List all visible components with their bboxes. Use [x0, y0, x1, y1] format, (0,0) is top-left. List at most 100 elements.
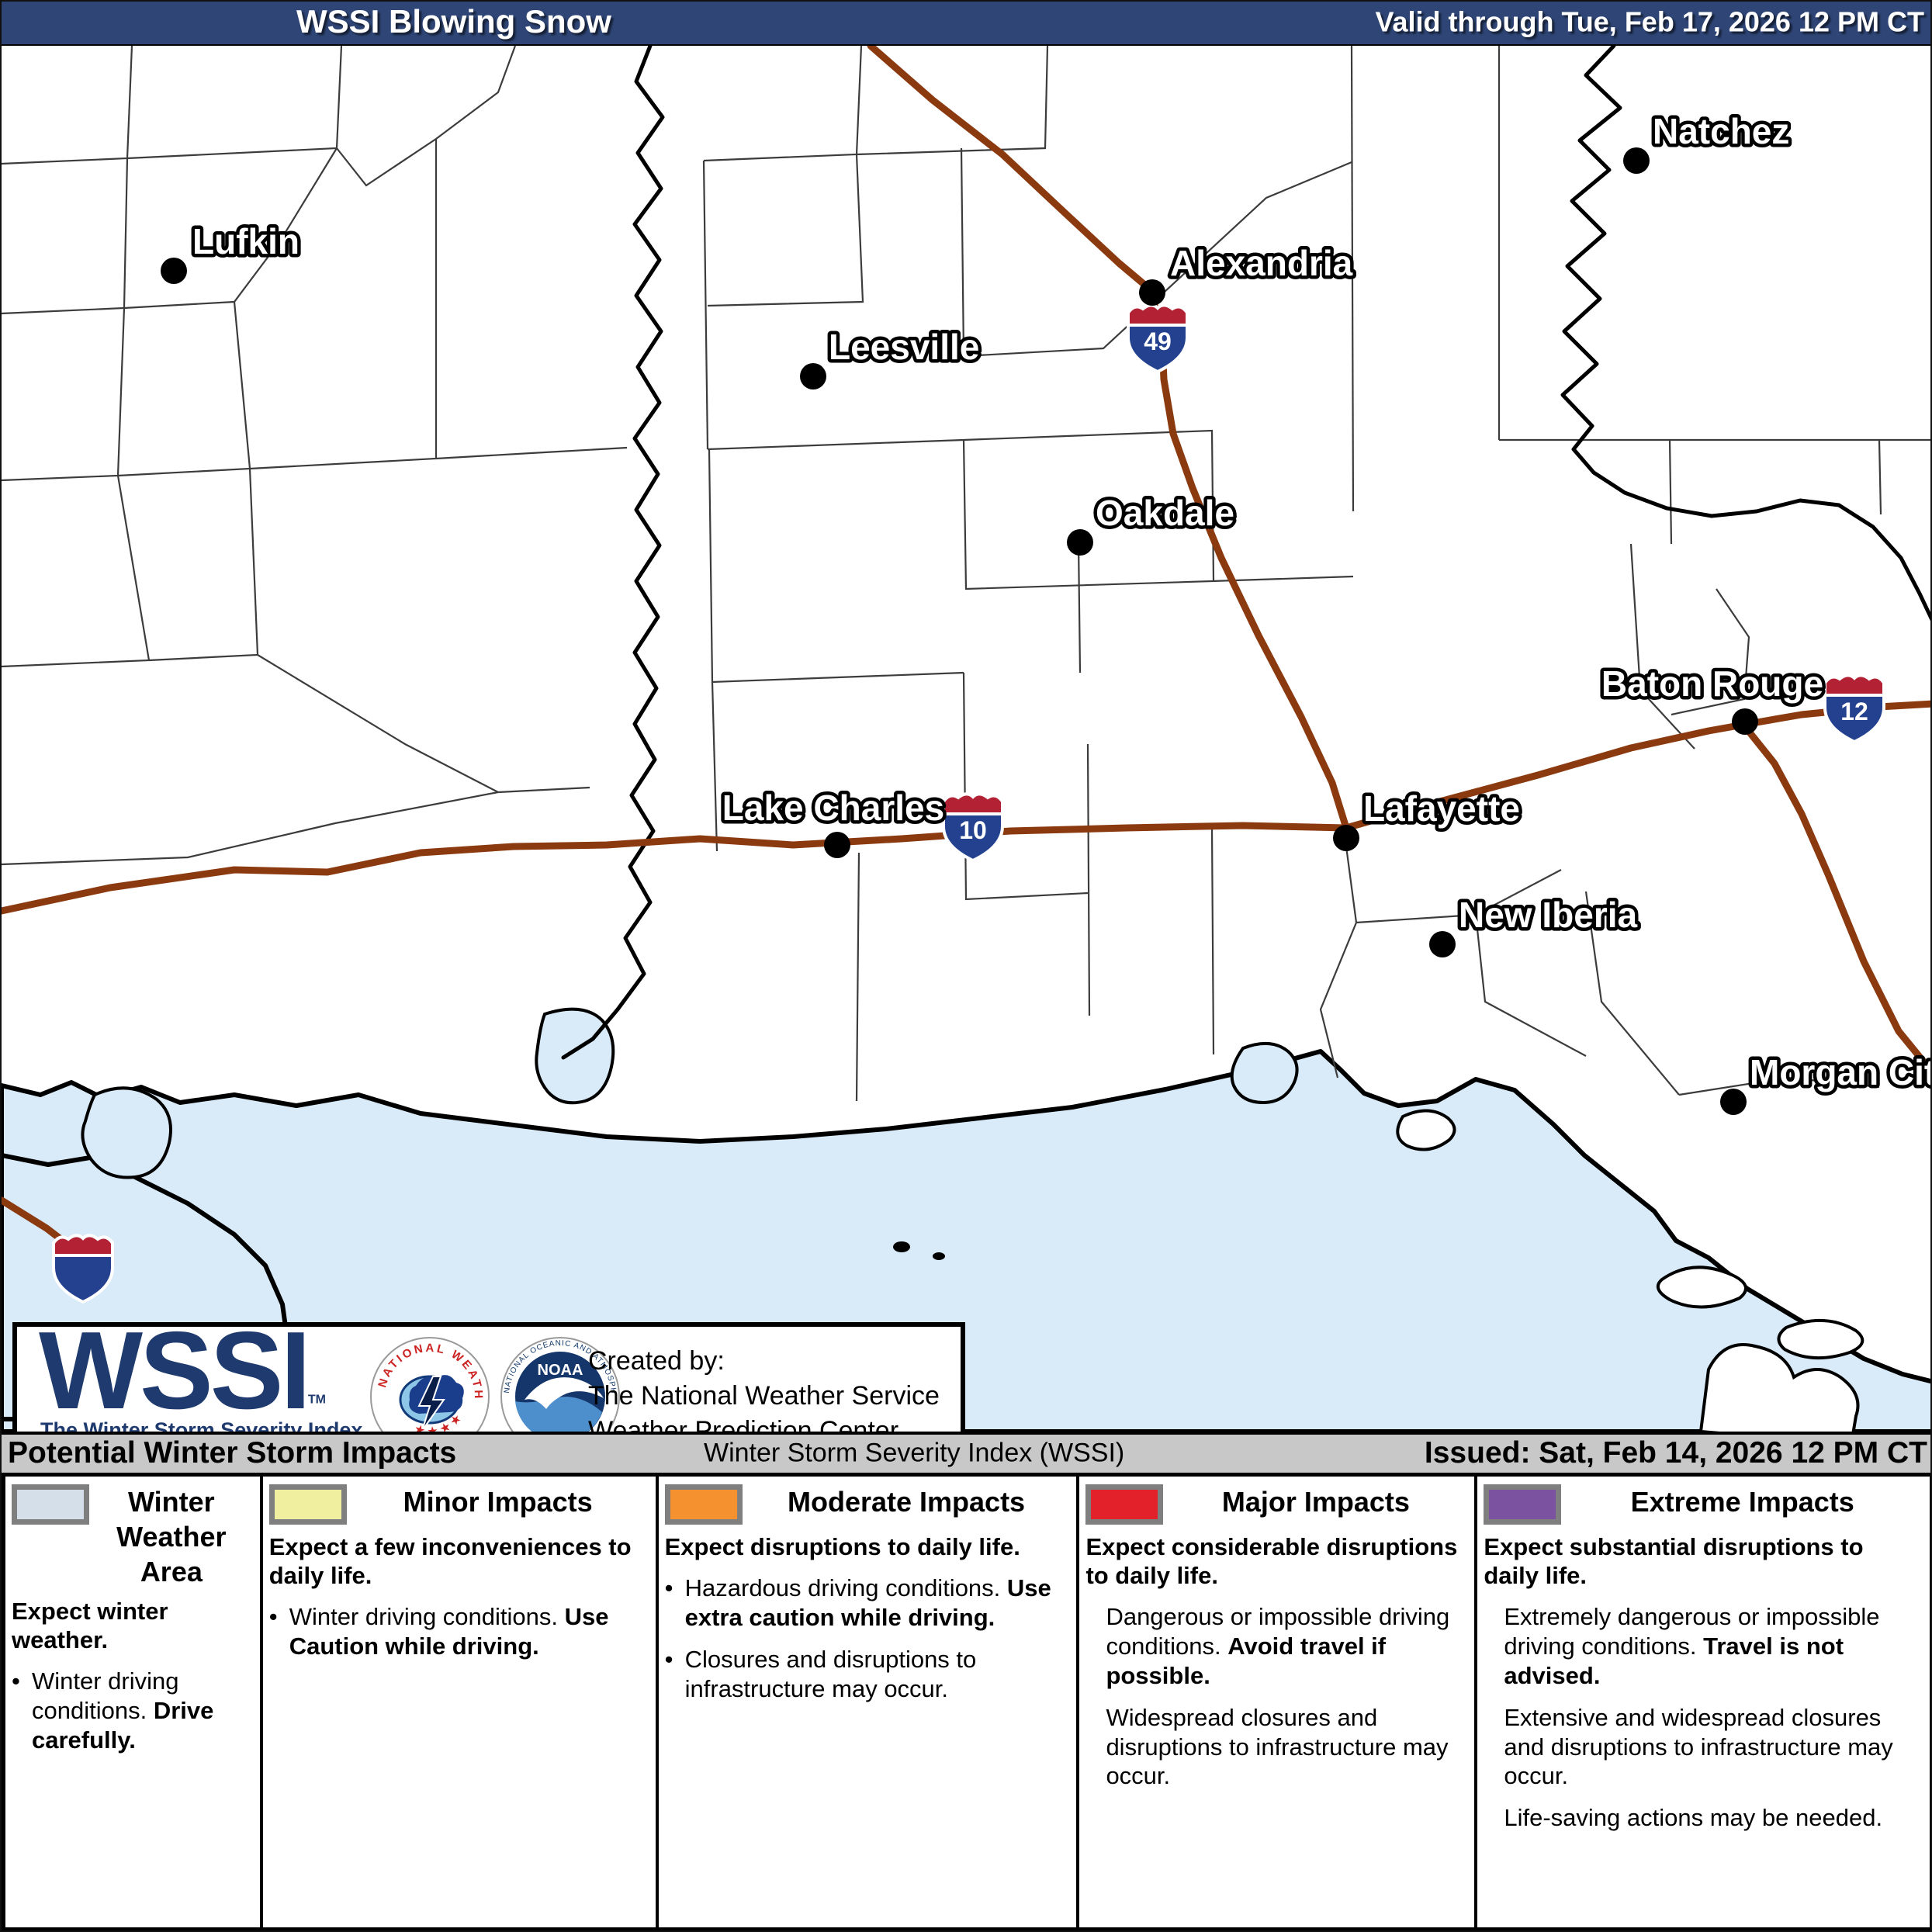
city-dot: [1139, 279, 1165, 306]
created-by-line1: Created by:: [588, 1346, 725, 1376]
legend-column: Winter Weather Area Expect winter weather…: [5, 1477, 263, 1927]
legend-item: Life-saving actions may be needed.: [1484, 1803, 1923, 1833]
legend-column: Moderate Impacts Expect disruptions to da…: [659, 1477, 1080, 1927]
city-label: Lake Charles: [722, 788, 944, 828]
city-dot: [1623, 147, 1650, 174]
city-label: Alexandria: [1170, 243, 1353, 283]
rivers: [561, 46, 1930, 1060]
wssi-logo: WSSITM: [39, 1316, 326, 1426]
city-label: Leesville: [829, 327, 979, 367]
city-label: Baton Rouge: [1601, 663, 1823, 704]
legend-title: Winter Weather Area: [116, 1486, 227, 1587]
legend-summary: Expect winter weather.: [12, 1598, 168, 1654]
city-label: Lufkin: [192, 221, 299, 261]
legend-item: Extremely dangerous or impossible drivin…: [1484, 1602, 1923, 1690]
map-area: 49 10 12 Lufkin Natchez Alexandria Leesville O…: [2, 46, 1932, 1471]
impacts-title-bar: Potential Winter Storm Impacts Winter St…: [2, 1432, 1930, 1477]
city-dot: [1732, 708, 1758, 735]
city-markers: Lufkin Natchez Alexandria Leesville Oakdale B…: [161, 108, 1932, 1115]
noaa-logo: NATIONAL OCEANIC AND ATMOSPHERIC ADMINIS…: [498, 1335, 620, 1456]
page-title: WSSI Blowing Snow: [296, 2, 611, 40]
legend-column-header: Extreme Impacts: [1484, 1483, 1923, 1525]
legend-item-text: Winter driving conditions. Drive careful…: [32, 1667, 214, 1754]
legend-swatch: [12, 1484, 89, 1525]
legend-swatch: [268, 1484, 347, 1525]
legend-column-header: Minor Impacts: [268, 1483, 649, 1525]
city-dot: [824, 832, 850, 858]
interstate-shield: 12: [1823, 673, 1885, 744]
legend-summary: Expect considerable disruptions to daily…: [1085, 1533, 1458, 1590]
legend-column-header: Winter Weather Area: [12, 1483, 254, 1589]
legend-item-text: Widespread closures and disruptions to i…: [1106, 1703, 1449, 1790]
legend-item-text: Dangerous or impossible driving conditio…: [1106, 1603, 1450, 1689]
legend-item-text: Extremely dangerous or impossible drivin…: [1504, 1603, 1880, 1689]
legend-title: Moderate Impacts: [787, 1486, 1026, 1518]
bullet-dot: •: [12, 1667, 20, 1695]
interstate-shield: 49: [1127, 303, 1189, 374]
header-bar: WSSI Blowing Snow Valid through Tue, Feb…: [2, 2, 1930, 46]
interstate-number: 49: [1144, 327, 1172, 355]
legend-summary: Expect a few inconveniences to daily lif…: [268, 1533, 632, 1590]
legend-item-text: Closures and disruptions to infrastructu…: [684, 1645, 977, 1702]
interstate-number: 12: [1840, 698, 1868, 725]
legend-title: Minor Impacts: [403, 1486, 593, 1518]
trademark: TM: [307, 1393, 327, 1407]
legend-swatch: [664, 1484, 743, 1525]
interstate-49: [867, 46, 1350, 832]
city-dot: [1429, 931, 1456, 957]
legend-item-text: Extensive and widespread closures and di…: [1504, 1703, 1893, 1790]
calcasieu-lake: [535, 1007, 615, 1105]
impacts-bar-subtitle: Winter Storm Severity Index (WSSI): [704, 1438, 1125, 1468]
legend-column: Major Impacts Expect considerable disrupt…: [1079, 1477, 1478, 1927]
interstate-number: 10: [959, 816, 987, 844]
legend-item: • Closures and disruptions to infrastruct…: [665, 1645, 1071, 1704]
legend-item-text: Hazardous driving conditions. Use extra …: [684, 1574, 1051, 1631]
legend-item: • Winter driving conditions. Use Caution …: [269, 1602, 649, 1661]
city-dot: [1067, 529, 1093, 556]
interstate-shield: 10: [942, 792, 1004, 863]
bullet-dot: •: [664, 1645, 673, 1673]
interstate-shield: [52, 1234, 114, 1304]
sabine-lake: [81, 1086, 172, 1179]
bullet-dot: •: [268, 1603, 278, 1631]
lakes: [81, 1007, 1299, 1179]
legend-column-header: Moderate Impacts: [664, 1483, 1071, 1525]
mississippi-river: [1560, 46, 1930, 621]
noaa-text: NOAA: [538, 1362, 583, 1379]
legend-column: Extreme Impacts Expect substantial disrup…: [1477, 1477, 1930, 1927]
legend-item-text: Life-saving actions may be needed.: [1504, 1804, 1883, 1832]
legend-item: Widespread closures and disruptions to i…: [1085, 1703, 1468, 1791]
legend-title: Extreme Impacts: [1630, 1486, 1854, 1518]
city-label: Lafayette: [1363, 788, 1520, 829]
legend-title: Major Impacts: [1221, 1486, 1410, 1518]
city-label: Natchez: [1653, 111, 1789, 151]
issued-text: Issued: Sat, Feb 14, 2026 12 PM CT: [1424, 1435, 1927, 1470]
legend-summary: Expect substantial disruptions to daily …: [1484, 1533, 1864, 1590]
sabine-river: [561, 46, 665, 1060]
created-by-line2: The National Weather Service: [588, 1380, 940, 1411]
interstate-10: [2, 721, 1930, 1076]
grand-lake: [1230, 1041, 1299, 1105]
map-svg: 49 10 12 Lufkin Natchez Alexandria Leesville O…: [2, 46, 1932, 1432]
city-dot: [1720, 1089, 1747, 1115]
legend-item: • Winter driving conditions. Drive carefu…: [12, 1667, 254, 1754]
county-lines: [2, 46, 1930, 1102]
impacts-bar-title: Potential Winter Storm Impacts: [8, 1435, 457, 1470]
legend-column-header: Major Impacts: [1085, 1483, 1468, 1525]
city-label: New Iberia: [1459, 895, 1638, 935]
city-dot: [1333, 825, 1359, 851]
legend-summary: Expect disruptions to daily life.: [664, 1533, 1020, 1560]
legend-item-text: Winter driving conditions. Use Caution w…: [289, 1603, 609, 1660]
wssi-logo-text: WSSI: [39, 1309, 311, 1432]
city-label: Morgan City: [1750, 1052, 1932, 1092]
legend-columns: Winter Weather Area Expect winter weather…: [2, 1477, 1930, 1930]
legend-column: Minor Impacts Expect a few inconveniences…: [263, 1477, 659, 1927]
valid-through-text: Valid through Tue, Feb 17, 2026 12 PM CT: [1375, 5, 1924, 37]
city-label: Oakdale: [1096, 493, 1234, 533]
coastal-islands: [893, 1109, 1864, 1432]
city-dot: [161, 258, 187, 284]
legend-swatch: [1484, 1484, 1562, 1525]
legend-swatch: [1085, 1484, 1164, 1525]
bullet-dot: •: [664, 1574, 673, 1602]
